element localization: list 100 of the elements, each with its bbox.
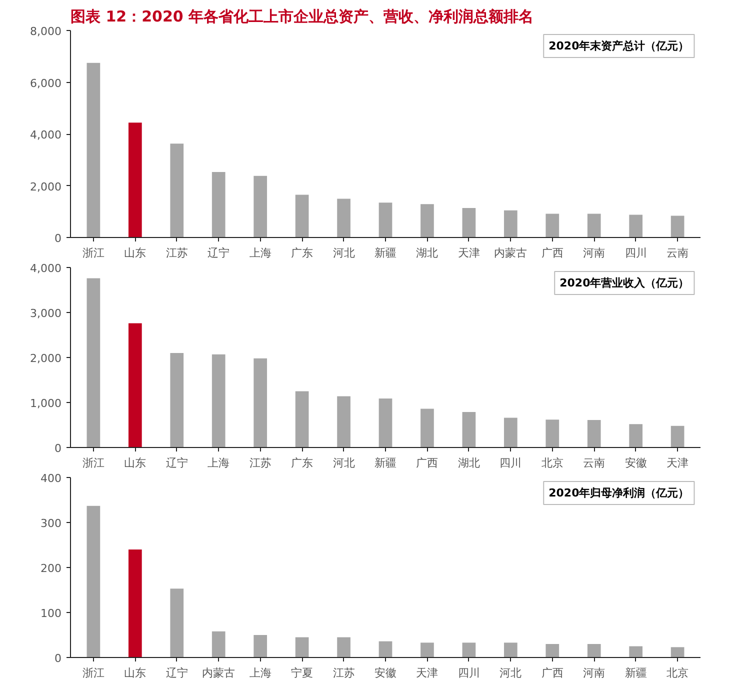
bar bbox=[86, 62, 100, 238]
y-tick-label: 2,000 bbox=[30, 352, 62, 365]
bar bbox=[546, 214, 560, 238]
x-tick-label: 安徽 bbox=[374, 666, 396, 680]
bar bbox=[670, 647, 684, 658]
text: 2020年末资产总计（亿元） bbox=[548, 40, 690, 52]
x-tick-label: 山东 bbox=[124, 246, 146, 260]
x-tick-label: 湖北 bbox=[458, 456, 480, 470]
x-tick-label: 安徽 bbox=[624, 456, 647, 470]
bar bbox=[504, 210, 518, 238]
chart-title: 图表 12：2020 年各省化工上市企业总资产、营收、净利润总额排名 bbox=[70, 8, 534, 26]
x-tick-label: 北京 bbox=[541, 456, 564, 470]
y-tick-label: 0 bbox=[54, 442, 62, 455]
bar bbox=[170, 353, 184, 448]
x-tick-label: 天津 bbox=[416, 666, 438, 680]
bar bbox=[212, 172, 226, 238]
bar bbox=[587, 644, 601, 658]
bar bbox=[546, 420, 560, 448]
bar bbox=[254, 358, 268, 448]
y-tick-label: 2,000 bbox=[30, 180, 62, 194]
y-tick-label: 4,000 bbox=[30, 128, 62, 142]
bar bbox=[295, 637, 309, 658]
x-tick-label: 新疆 bbox=[624, 666, 647, 680]
text: 2020年营业收入（亿元） bbox=[560, 276, 690, 290]
bar bbox=[128, 550, 142, 658]
bar bbox=[629, 424, 643, 448]
bar bbox=[170, 144, 184, 238]
x-tick-label: 河北 bbox=[332, 246, 355, 260]
bar bbox=[337, 198, 350, 238]
x-tick-label: 辽宁 bbox=[166, 666, 188, 680]
x-tick-label: 河南 bbox=[583, 666, 606, 680]
bar bbox=[295, 391, 309, 448]
bar bbox=[629, 214, 643, 238]
x-tick-label: 内蒙古 bbox=[202, 666, 236, 680]
y-tick-label: 0 bbox=[54, 652, 62, 665]
x-tick-label: 辽宁 bbox=[166, 456, 188, 470]
x-tick-label: 广西 bbox=[541, 666, 564, 680]
x-tick-label: 上海 bbox=[249, 666, 272, 680]
bar bbox=[212, 354, 226, 448]
bar bbox=[629, 646, 643, 658]
bar bbox=[420, 408, 434, 448]
bar bbox=[462, 412, 476, 448]
bar bbox=[378, 398, 392, 448]
x-tick-label: 四川 bbox=[624, 246, 647, 260]
bar bbox=[546, 644, 560, 658]
bar bbox=[170, 588, 184, 658]
bar bbox=[670, 426, 684, 448]
x-tick-label: 宁夏 bbox=[291, 666, 314, 680]
x-tick-label: 四川 bbox=[458, 666, 480, 680]
y-tick-label: 0 bbox=[54, 232, 62, 245]
y-tick-label: 400 bbox=[40, 472, 62, 485]
x-tick-label: 内蒙古 bbox=[494, 246, 528, 260]
x-tick-label: 北京 bbox=[666, 666, 689, 680]
bar bbox=[462, 642, 476, 658]
x-tick-label: 广东 bbox=[291, 246, 314, 260]
x-tick-label: 河北 bbox=[332, 456, 355, 470]
x-tick-label: 云南 bbox=[666, 246, 689, 260]
x-tick-label: 湖北 bbox=[416, 246, 438, 260]
x-tick-label: 浙江 bbox=[82, 666, 104, 680]
bar bbox=[462, 208, 476, 238]
bar bbox=[504, 642, 518, 658]
bar bbox=[420, 204, 434, 238]
bar bbox=[212, 631, 226, 658]
bar bbox=[337, 396, 350, 448]
x-tick-label: 江苏 bbox=[332, 666, 355, 680]
x-tick-label: 天津 bbox=[666, 456, 689, 470]
x-tick-label: 广西 bbox=[416, 456, 438, 470]
x-tick-label: 新疆 bbox=[374, 246, 396, 260]
bar bbox=[295, 194, 309, 238]
x-tick-label: 广东 bbox=[291, 456, 314, 470]
bar bbox=[86, 506, 100, 658]
bar bbox=[378, 202, 392, 238]
x-tick-label: 广西 bbox=[541, 246, 564, 260]
bar bbox=[254, 635, 268, 658]
bar bbox=[670, 216, 684, 238]
x-tick-label: 江苏 bbox=[249, 456, 272, 470]
bar bbox=[587, 420, 601, 448]
y-tick-label: 8,000 bbox=[30, 25, 62, 38]
bar bbox=[378, 641, 392, 658]
bar bbox=[504, 418, 518, 448]
y-tick-label: 300 bbox=[40, 517, 62, 530]
x-tick-label: 天津 bbox=[458, 246, 480, 260]
x-tick-label: 河南 bbox=[583, 246, 606, 260]
y-tick-label: 4,000 bbox=[30, 262, 62, 275]
x-tick-label: 江苏 bbox=[166, 246, 188, 260]
x-tick-label: 上海 bbox=[249, 246, 272, 260]
x-tick-label: 山东 bbox=[124, 456, 146, 470]
x-tick-label: 浙江 bbox=[82, 246, 104, 260]
text: 2020年归母净利润（亿元） bbox=[548, 486, 690, 500]
x-tick-label: 新疆 bbox=[374, 456, 396, 470]
bar bbox=[254, 176, 268, 238]
bar bbox=[337, 637, 350, 658]
x-tick-label: 辽宁 bbox=[208, 246, 230, 260]
bar bbox=[587, 214, 601, 238]
x-tick-label: 上海 bbox=[208, 456, 230, 470]
bar bbox=[420, 642, 434, 658]
y-tick-label: 1,000 bbox=[30, 397, 62, 410]
x-tick-label: 山东 bbox=[124, 666, 146, 680]
y-tick-label: 200 bbox=[40, 562, 62, 575]
bar bbox=[128, 122, 142, 238]
